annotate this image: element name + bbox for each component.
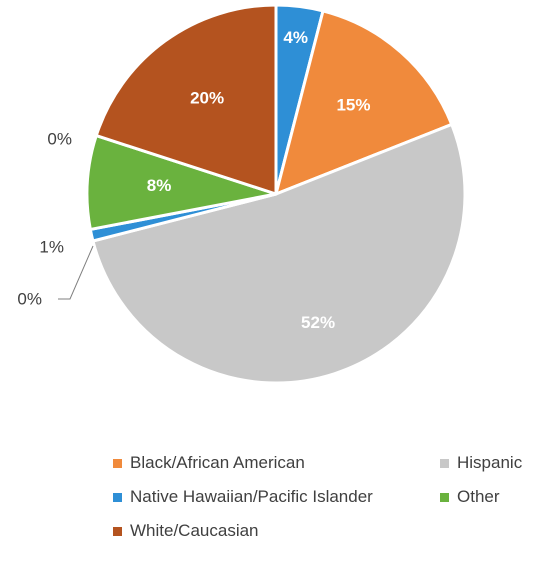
legend-swatch [440, 492, 449, 502]
pie-chart-svg: 4% 15% 52% 0% 1% 8% 0% 20% [17, 3, 467, 385]
legend-item-hispanic: Hispanic [440, 453, 522, 473]
pie-slice-hispanic [91, 122, 467, 385]
pie-data-label: 0% [17, 289, 42, 308]
pie-data-label: 1% [39, 237, 64, 256]
pie-slices [85, 3, 467, 385]
pie-data-label: 4% [283, 28, 308, 47]
legend-item-black-african-american: Black/African American [113, 453, 305, 473]
pie-data-label: 8% [147, 176, 172, 195]
pie-slice-other [85, 134, 278, 231]
legend-label: Hispanic [457, 453, 523, 472]
pie-data-label: 52% [301, 313, 335, 332]
legend-swatch [113, 526, 122, 536]
pie-slice-white-caucasian [94, 3, 278, 196]
pie-data-label: 0% [47, 129, 72, 148]
pie-chart: 4% 15% 52% 0% 1% 8% 0% 20% [17, 3, 467, 385]
legend-swatch [440, 458, 449, 468]
legend-item-white-caucasian: White/Caucasian [113, 521, 259, 541]
pie-data-label: 20% [190, 89, 224, 108]
legend-label: White/Caucasian [130, 521, 259, 540]
pie-data-label: 15% [336, 96, 370, 115]
leader-line [58, 245, 94, 300]
legend-swatch [113, 492, 122, 502]
pie-slice-black-african-american [274, 9, 454, 196]
legend-label: Other [457, 487, 500, 506]
chart-legend: Black/African American Hispanic Native H… [0, 448, 551, 573]
legend-swatch [113, 458, 122, 468]
legend-item-other: Other [440, 487, 500, 507]
legend-label: Native Hawaiian/Pacific Islander [130, 487, 373, 506]
legend-label: Black/African American [130, 453, 305, 472]
pie-data-labels: 4% 15% 52% 0% 1% 8% 0% 20% [17, 28, 370, 332]
legend-item-native-hawaiian-pacific-islander: Native Hawaiian/Pacific Islander [113, 487, 373, 507]
